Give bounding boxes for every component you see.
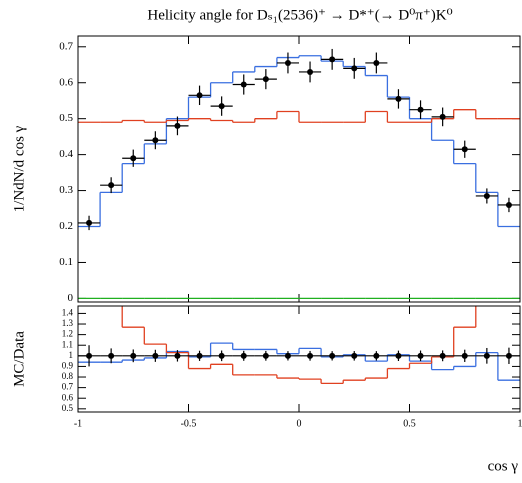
y-tick-label: 0.2 [59,220,73,232]
y-tick-label: 0.9 [62,360,74,370]
x-tick-label: 1 [518,418,522,429]
y-tick-label: 1.3 [62,318,74,328]
plot-area [78,49,520,298]
data-point [86,220,92,226]
data-point [329,56,335,62]
y-tick-label: 0.7 [59,40,73,52]
data-point [197,92,203,98]
data-point [108,353,114,359]
y-tick-label: 1.4 [62,307,74,317]
data-point [219,103,225,109]
data-point [418,107,424,113]
data-point [462,146,468,152]
data-point [395,353,401,359]
data-point [197,353,203,359]
x-axis-label: cos γ [488,458,519,474]
y-tick-label: 0 [68,292,74,304]
y-tick-label: 0.1 [59,256,73,268]
data-point [174,353,180,359]
x-tick-label: -1 [74,418,82,429]
data-point [506,353,512,359]
data-point [241,353,247,359]
y-tick-label: 1.2 [62,329,73,339]
y-tick-label: 0.8 [62,371,74,381]
data-point [484,193,490,199]
data-point [329,353,335,359]
y-tick-label: 0.5 [62,403,74,413]
y-tick-label: 0.3 [59,184,73,196]
data-point [263,353,269,359]
data-point [462,353,468,359]
data-point [440,114,446,120]
chart-title: Helicity angle for Dₛ₁(2536)⁺ → D*⁺(→ D⁰… [147,7,452,23]
y-tick-label: 0.7 [62,382,74,392]
data-point [395,96,401,102]
y-tick-label: 0.6 [59,76,73,88]
y-axis-label: 1/NdN/d cos γ [11,125,27,212]
data-point [307,353,313,359]
data-point [263,76,269,82]
data-point [152,353,158,359]
data-point [241,82,247,88]
data-point [418,353,424,359]
data-point [373,60,379,66]
frame [78,36,520,302]
x-tick-label: 0 [297,418,302,429]
data-point [484,353,490,359]
data-point [440,353,446,359]
data-point [307,69,313,75]
data-point [130,155,136,161]
x-tick-label: -0.5 [181,418,197,429]
data-point [506,202,512,208]
y-tick-label: 0.5 [59,112,73,124]
data-point [86,353,92,359]
y-tick-label: 0.6 [62,392,74,402]
data-point [130,353,136,359]
data-point [373,353,379,359]
data-point [174,123,180,129]
data-point [285,60,291,66]
data-point [285,353,291,359]
y-axis-label: MC/Data [11,331,27,387]
data-point [351,65,357,71]
data-point [219,353,225,359]
y-tick-label: 1 [69,350,74,360]
data-point [152,137,158,143]
data-point [351,353,357,359]
y-tick-label: 1.1 [62,339,73,349]
x-tick-label: 0.5 [403,418,416,429]
y-tick-label: 0.4 [59,148,73,160]
data-point [108,182,114,188]
